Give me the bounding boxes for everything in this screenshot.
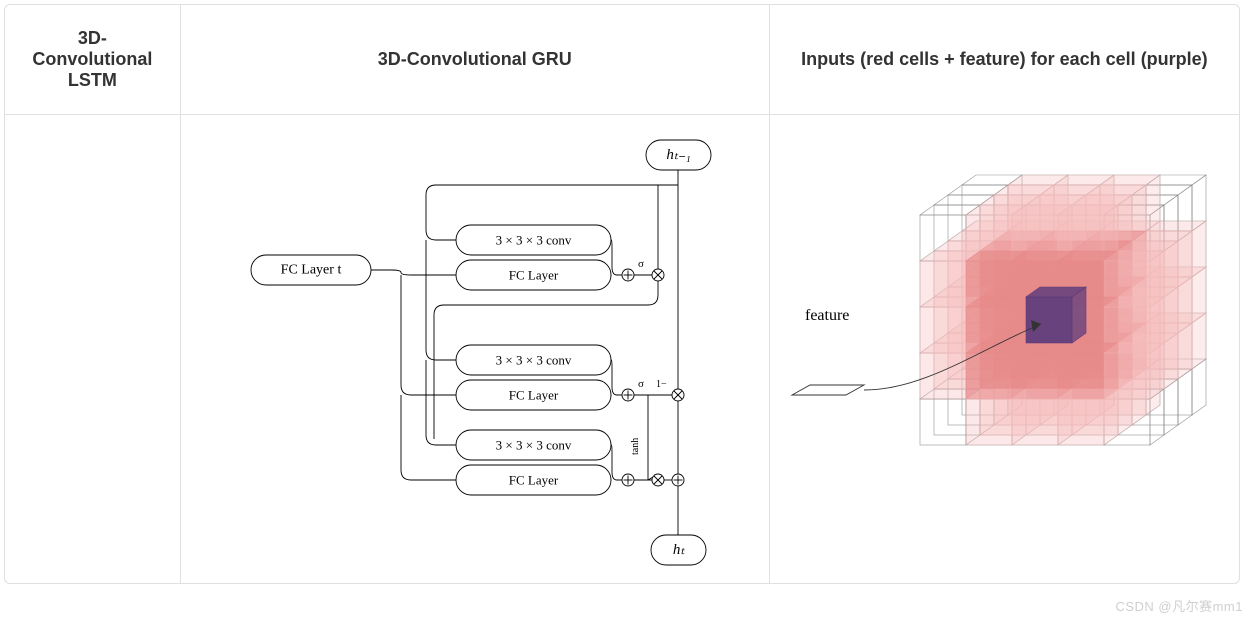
header-lstm-label: 3D-Convolutional LSTM bbox=[21, 28, 164, 91]
svg-text:FC Layer: FC Layer bbox=[508, 268, 558, 283]
watermark-text: CSDN @凡尔赛mm1 bbox=[1115, 596, 1243, 615]
table-body-row: FC Layer t hₜ₋₁ hₜ 3 × 3 × 3 conv FC Layer 3 … bbox=[5, 115, 1239, 583]
svg-text:1−: 1− bbox=[656, 379, 667, 390]
cube-diagram-svg: feature bbox=[770, 115, 1240, 583]
header-inputs: Inputs (red cells + feature) for each ce… bbox=[770, 5, 1239, 114]
svg-text:tanh: tanh bbox=[630, 438, 641, 455]
header-gru-label: 3D-Convolutional GRU bbox=[378, 49, 572, 70]
cell-gru: FC Layer t hₜ₋₁ hₜ 3 × 3 × 3 conv FC Layer 3 … bbox=[181, 115, 770, 583]
svg-text:3 × 3 × 3 conv: 3 × 3 × 3 conv bbox=[495, 353, 571, 368]
svg-text:σ: σ bbox=[638, 378, 644, 390]
svg-text:hₜ₋₁: hₜ₋₁ bbox=[666, 147, 690, 163]
svg-text:3 × 3 × 3 conv: 3 × 3 × 3 conv bbox=[495, 233, 571, 248]
header-gru: 3D-Convolutional GRU bbox=[181, 5, 770, 114]
svg-text:FC Layer: FC Layer bbox=[508, 473, 558, 488]
cell-inputs: feature bbox=[770, 115, 1239, 583]
comparison-table: 3D-Convolutional LSTM 3D-Convolutional G… bbox=[4, 4, 1240, 584]
header-lstm: 3D-Convolutional LSTM bbox=[5, 5, 181, 114]
svg-text:FC Layer t: FC Layer t bbox=[280, 263, 341, 278]
header-inputs-label: Inputs (red cells + feature) for each ce… bbox=[801, 49, 1208, 70]
svg-text:feature: feature bbox=[805, 307, 849, 324]
cell-lstm bbox=[5, 115, 181, 583]
svg-text:σ: σ bbox=[638, 258, 644, 270]
gru-diagram-svg: FC Layer t hₜ₋₁ hₜ 3 × 3 × 3 conv FC Layer 3 … bbox=[181, 115, 771, 583]
svg-text:3 × 3 × 3 conv: 3 × 3 × 3 conv bbox=[495, 438, 571, 453]
svg-text:hₜ: hₜ bbox=[673, 542, 686, 558]
svg-text:FC Layer: FC Layer bbox=[508, 388, 558, 403]
table-header-row: 3D-Convolutional LSTM 3D-Convolutional G… bbox=[5, 5, 1239, 115]
